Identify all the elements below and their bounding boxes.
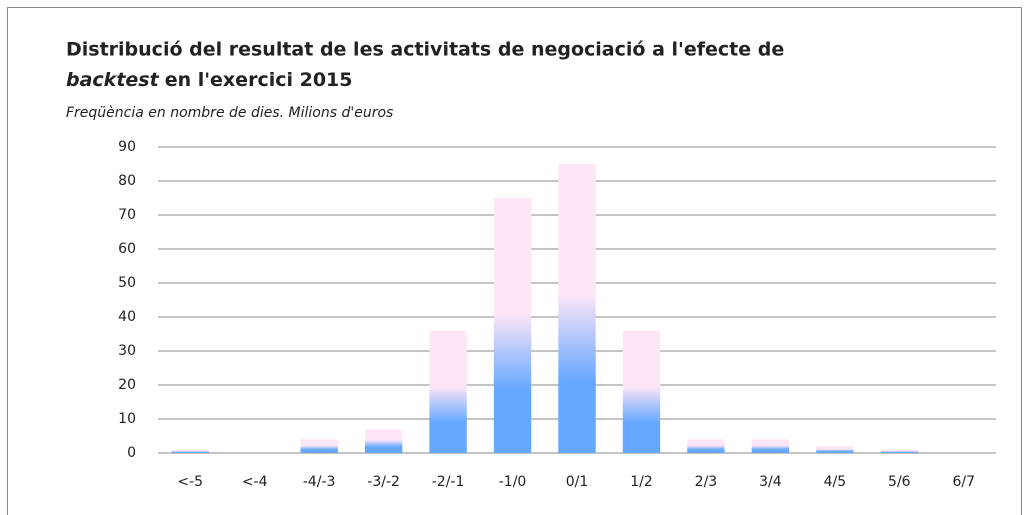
y-tick-label: 20 [118,377,136,393]
y-tick-label: 50 [118,275,136,291]
x-tick-label: -1/0 [499,474,527,490]
bar [171,449,209,453]
bar [751,439,790,453]
x-tick-label: 6/7 [953,474,976,490]
chart-title-italic: backtest [66,69,160,91]
x-tick-label: 5/6 [888,474,911,490]
x-tick-label: 0/1 [566,474,589,490]
chart-title-rest: en l'exercici 2015 [165,69,353,91]
y-tick-label: 0 [127,445,136,461]
y-tick-label: 90 [118,139,136,155]
bar [558,164,596,453]
y-tick-label: 70 [118,207,136,223]
y-tick-label: 30 [118,343,136,359]
y-tick-label: 60 [118,241,136,257]
bar [429,330,467,453]
chart-title: Distribució del resultat de les activita… [66,39,784,61]
bar [622,330,661,453]
chart-subtitle: Freqüència en nombre de dies. Milions d'… [66,105,393,121]
bar [880,449,919,453]
x-tick-label: 3/4 [759,474,782,490]
bar [687,439,725,453]
x-tick-label: 4/5 [824,474,847,490]
x-tick-label: 1/2 [630,474,653,490]
y-tick-label: 10 [118,411,136,427]
x-tick-label: <-5 [177,474,203,490]
bar [493,198,532,453]
x-tick-label: <-4 [242,474,268,490]
x-tick-label: -2/-1 [432,474,465,490]
x-tick-label: -4/-3 [303,474,336,490]
y-tick-label: 40 [118,309,136,325]
bar [300,439,338,453]
y-tick-label: 80 [118,173,136,189]
bar [364,429,403,453]
bar [816,446,854,453]
x-tick-label: -3/-2 [367,474,400,490]
x-tick-label: 2/3 [695,474,718,490]
chart-title: backtest en l'exercici 2015 [66,69,353,91]
